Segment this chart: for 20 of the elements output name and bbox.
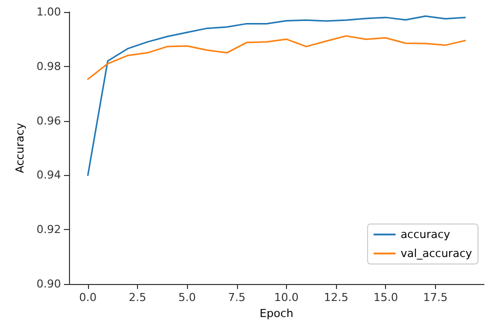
legend-label: accuracy	[400, 228, 451, 241]
x-tick-label: 17.5	[423, 291, 448, 304]
x-tick-label: 15.0	[373, 291, 398, 304]
x-tick-label: 2.5	[128, 291, 146, 304]
x-tick-label: 7.5	[228, 291, 246, 304]
y-tick-label: 0.98	[36, 60, 61, 73]
x-tick-label: 12.5	[324, 291, 348, 304]
y-tick-label: 0.94	[36, 168, 61, 182]
y-axis-title: Accuracy	[14, 122, 27, 174]
y-tick-label: 0.92	[36, 223, 61, 236]
line-series	[87, 35, 466, 80]
y-tick-label: 0.90	[36, 278, 61, 290]
x-tick-label: 5.0	[178, 291, 196, 304]
line-series	[87, 15, 466, 176]
y-tick-label: 1.00	[36, 6, 61, 18]
x-axis-title: Epoch	[260, 306, 294, 320]
y-tick-label: 0.96	[36, 114, 61, 128]
legend-label: val_accuracy	[400, 247, 472, 260]
x-tick-label: 0.0	[79, 291, 97, 304]
x-tick-label: 10.0	[274, 291, 299, 304]
